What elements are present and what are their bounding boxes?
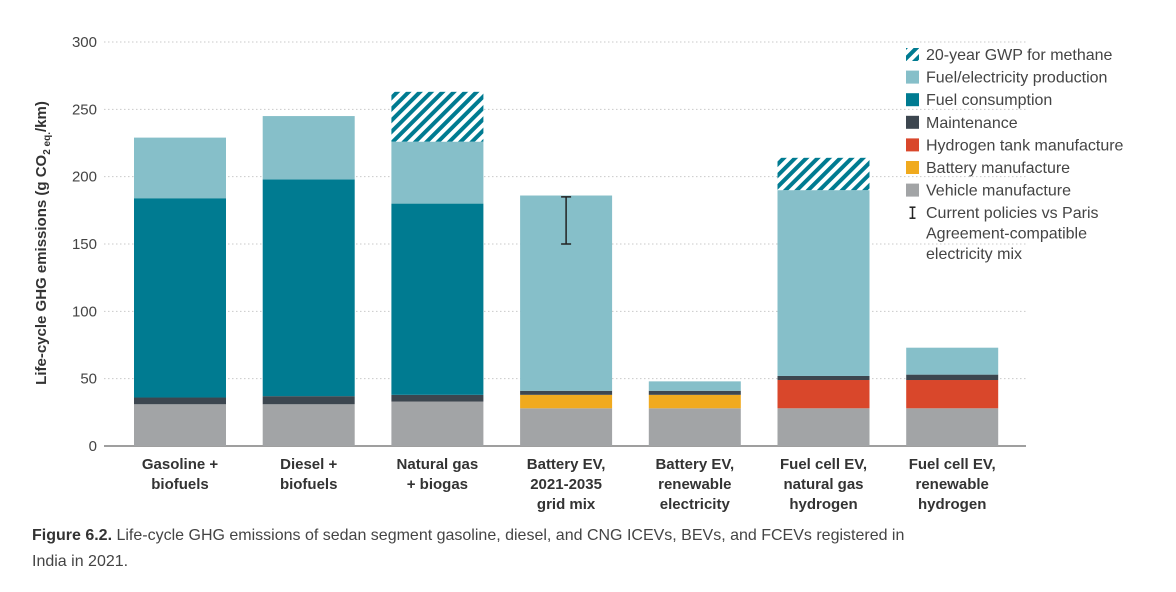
x-tick-label: Natural gas [397, 456, 479, 473]
bar-segment [391, 141, 484, 204]
x-tick-label: renewable [658, 476, 731, 493]
legend-swatch [906, 161, 919, 174]
bar-segment [262, 396, 355, 405]
x-tick-label: electricity [660, 496, 731, 513]
legend-label: Fuel consumption [926, 92, 1052, 109]
bar-segment [391, 91, 484, 142]
legend-label: Battery manufacture [926, 160, 1070, 177]
x-tick-label: renewable [916, 476, 989, 493]
bar-segment [648, 408, 741, 446]
bar-segment [777, 157, 870, 191]
y-tick-label: 0 [89, 438, 97, 455]
legend-label: Vehicle manufacture [926, 183, 1071, 200]
bar-segment [906, 408, 999, 446]
bars [134, 91, 999, 446]
legend-item: Fuel consumption [906, 92, 1052, 109]
legend-item: Fuel/electricity production [906, 70, 1107, 87]
legend-item: 20-year GWP for methane [906, 47, 1113, 64]
bar-segment [520, 408, 613, 446]
bar-segment [648, 390, 741, 395]
bar-segment [648, 381, 741, 391]
legend-label: Current policies vs Paris [926, 205, 1099, 222]
x-tick-label: biofuels [280, 476, 338, 493]
y-tick-label: 200 [72, 169, 97, 186]
x-tick-label: Fuel cell EV, [909, 456, 996, 473]
x-tick-label: Battery EV, [655, 456, 734, 473]
x-tick-label: natural gas [783, 476, 863, 493]
y-tick-label: 50 [80, 371, 97, 388]
legend-label: Fuel/electricity production [926, 70, 1107, 87]
stacked-bar-chart: 0 50 100 150 200 250 300 Gasoline + biofuels Die… [33, 34, 1124, 513]
bar-segment [520, 394, 613, 409]
x-tick-label: grid mix [537, 496, 596, 513]
legend-swatch [906, 115, 919, 129]
bar-segment [906, 380, 999, 409]
bar-segment [777, 408, 870, 446]
bar-segment [134, 397, 226, 405]
bar-segment [391, 394, 484, 402]
y-tick-label: 100 [72, 303, 97, 320]
x-tick-label: Gasoline + [142, 456, 219, 473]
legend-item: Hydrogen tank manufacture [906, 137, 1124, 154]
caption-text: Life-cycle GHG emissions of sedan segmen… [32, 527, 905, 570]
legend-label: electricity mix [926, 246, 1022, 263]
bar-segment [777, 380, 870, 409]
legend-item: Maintenance [906, 115, 1018, 132]
bar-segment [262, 179, 355, 397]
legend-item: Battery manufacture [906, 160, 1070, 177]
y-tick-label: 150 [72, 236, 97, 253]
bar-segment [777, 375, 870, 381]
legend-swatch [906, 138, 919, 152]
legend-swatch [906, 183, 919, 197]
x-tick-label: hydrogen [789, 496, 857, 513]
legend-label: Maintenance [926, 115, 1018, 132]
legend-item-error-bar: Current policies vs Paris Agreement-compa… [909, 205, 1099, 263]
bar-segment [391, 203, 484, 395]
bar-segment [648, 394, 741, 409]
x-tick-label: 2021-2035 [530, 476, 602, 493]
x-tick-label: biofuels [151, 476, 209, 493]
x-axis-labels: Gasoline + biofuels Diesel + biofuels Natura… [142, 456, 996, 513]
bar-segment [134, 198, 226, 398]
bar-segment [262, 404, 355, 446]
bar-segment [777, 190, 870, 376]
y-axis-ticks: 0 50 100 150 200 250 300 [72, 34, 97, 455]
legend-swatch [906, 93, 919, 107]
legend-label: Hydrogen tank manufacture [926, 137, 1124, 154]
legend-swatch [906, 70, 919, 84]
x-tick-label: + biogas [407, 476, 468, 493]
bar-segment [520, 390, 613, 395]
bar-segment [262, 116, 355, 180]
x-tick-label: Battery EV, [527, 456, 606, 473]
y-tick-label: 250 [72, 101, 97, 118]
bar-segment [391, 401, 484, 446]
bar-segment [134, 404, 226, 446]
figure-caption: Figure 6.2. Life-cycle GHG emissions of … [32, 523, 932, 575]
y-axis-label: Life-cycle GHG emissions (g CO2 eq./km) [33, 101, 53, 385]
bar-segment [906, 374, 999, 381]
error-bar [561, 196, 572, 245]
legend-item: Vehicle manufacture [906, 183, 1071, 200]
y-tick-label: 300 [72, 34, 97, 51]
bar-segment [134, 137, 226, 199]
x-tick-label: Fuel cell EV, [780, 456, 867, 473]
legend-label: 20-year GWP for methane [926, 47, 1113, 64]
x-tick-label: hydrogen [918, 496, 986, 513]
bar-segment [906, 347, 999, 375]
legend-swatch [906, 48, 919, 61]
legend: 20-year GWP for methane Fuel/electricity … [906, 47, 1124, 263]
caption-label: Figure 6.2. [32, 527, 113, 544]
x-tick-label: Diesel + [280, 456, 337, 473]
legend-label: Agreement-compatible [926, 226, 1087, 243]
